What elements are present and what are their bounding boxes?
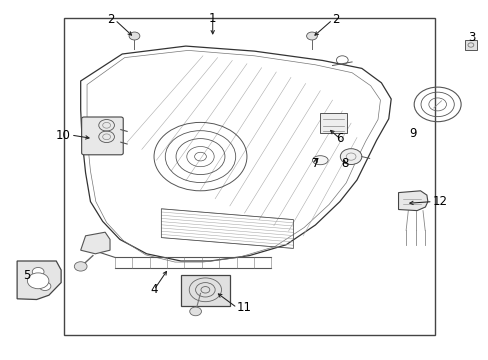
Bar <box>63 18 434 335</box>
Text: 9: 9 <box>408 127 416 140</box>
Polygon shape <box>398 191 427 211</box>
Text: 5: 5 <box>23 269 31 282</box>
Text: 7: 7 <box>311 157 319 170</box>
Text: 12: 12 <box>432 195 447 208</box>
Text: 2: 2 <box>107 13 115 26</box>
Text: 1: 1 <box>208 12 216 24</box>
Text: 10: 10 <box>56 129 71 141</box>
Circle shape <box>306 32 317 40</box>
Circle shape <box>129 32 140 40</box>
Circle shape <box>39 282 51 291</box>
Ellipse shape <box>312 156 327 165</box>
Text: 11: 11 <box>237 301 252 314</box>
FancyBboxPatch shape <box>81 117 123 155</box>
Bar <box>464 40 476 50</box>
Circle shape <box>32 267 44 276</box>
Circle shape <box>189 307 201 316</box>
Text: 4: 4 <box>150 283 158 296</box>
Bar <box>181 275 229 306</box>
Text: 2: 2 <box>332 13 339 26</box>
Bar <box>320 113 346 133</box>
Polygon shape <box>81 232 110 254</box>
Circle shape <box>27 273 49 289</box>
Text: 8: 8 <box>340 157 348 170</box>
Circle shape <box>340 149 361 165</box>
Circle shape <box>74 262 87 271</box>
Polygon shape <box>17 261 61 300</box>
Text: 3: 3 <box>467 31 475 44</box>
Text: 6: 6 <box>335 132 343 145</box>
